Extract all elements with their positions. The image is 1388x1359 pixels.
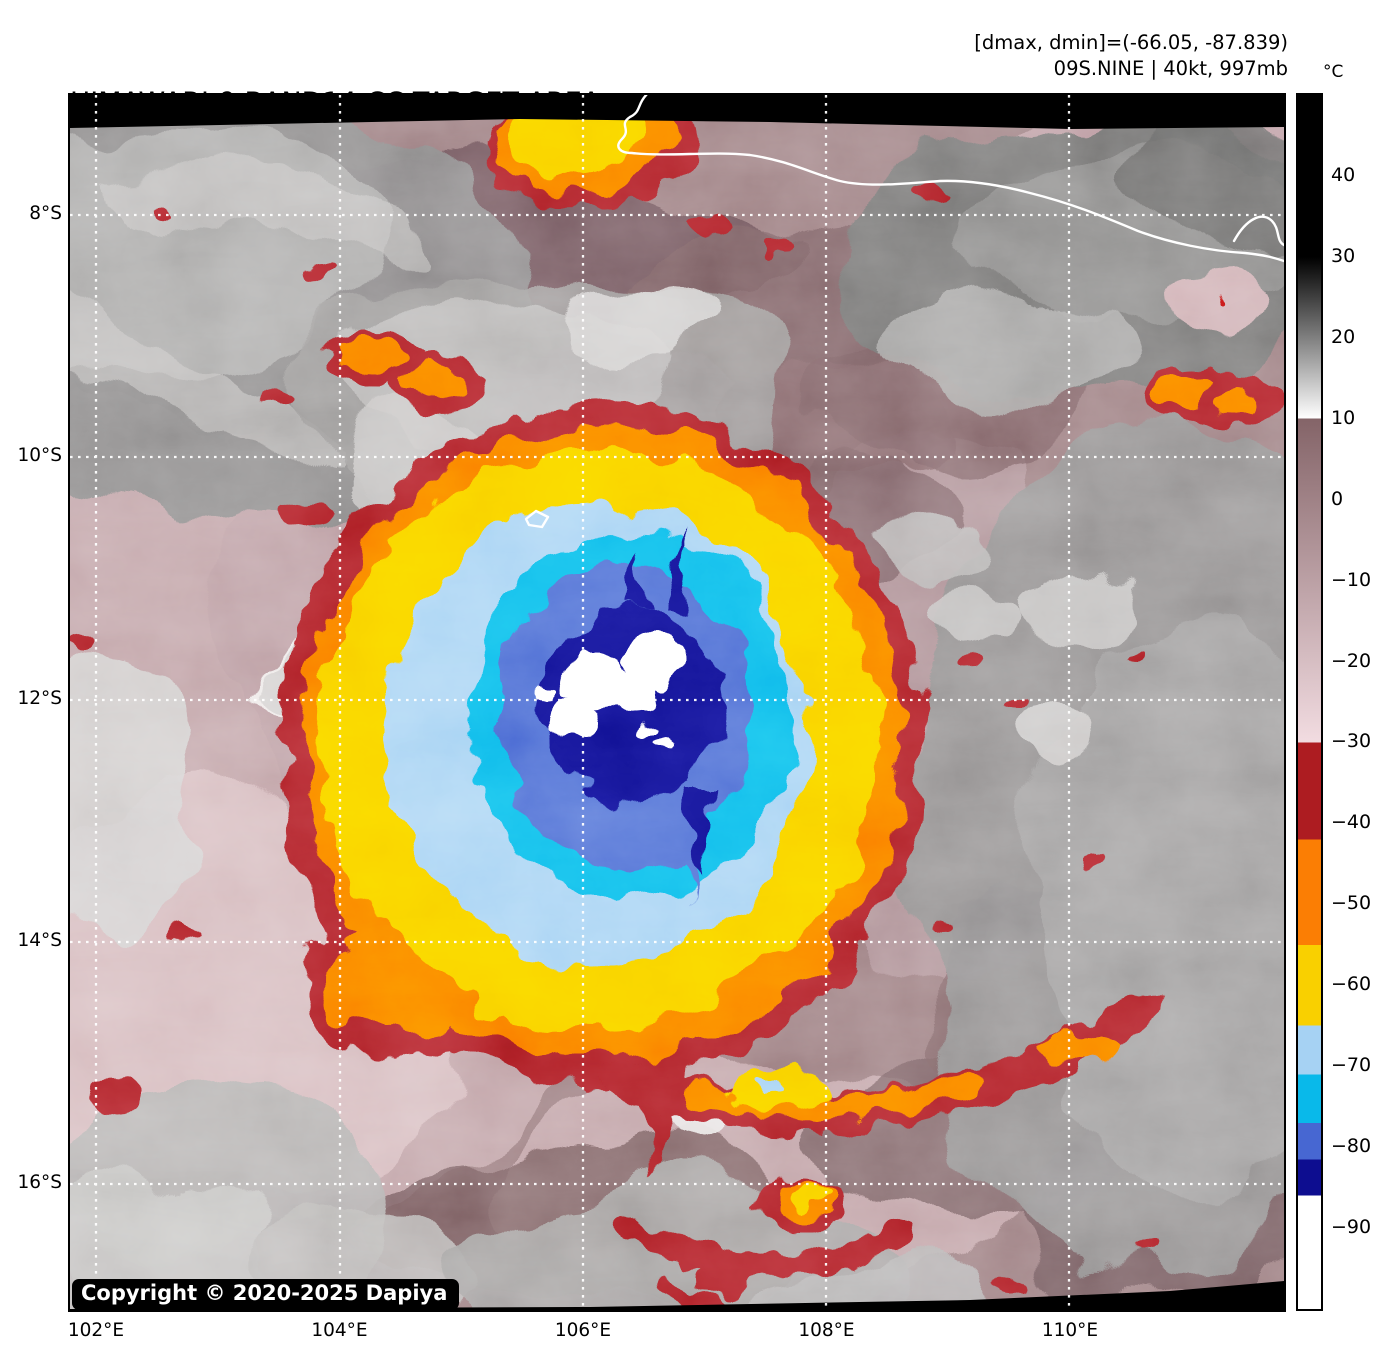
lat-tick-label: 8°S (29, 203, 62, 224)
colorbar-tick-label: 30 (1331, 244, 1356, 267)
colorbar-tick-label: −50 (1331, 892, 1372, 915)
cloud-streak-texture (70, 119, 1284, 1309)
lat-tick-label: 14°S (17, 929, 62, 951)
satellite-scene (70, 119, 1284, 1309)
temperature-colorbar (1296, 93, 1323, 1311)
storm-annotation: 09S.NINE | 40kt, 997mb (1053, 57, 1288, 80)
colorbar-tick-label: 10 (1331, 406, 1356, 429)
colorbar-tick-label: −90 (1331, 1216, 1372, 1239)
lat-tick-label: 16°S (17, 1172, 62, 1193)
island-outline (524, 509, 550, 529)
colorbar-tick-label: 0 (1331, 487, 1344, 510)
graticule-grid-lines (70, 95, 1284, 1310)
colorbar-tick-label: −80 (1331, 1135, 1372, 1158)
colorbar-tick-label: −60 (1331, 973, 1372, 996)
annotation-block: [dmax, dmin]=(-66.05, -87.839) 09S.NINE … (974, 30, 1288, 82)
colorbar-tick-label: −20 (1331, 649, 1372, 672)
lat-tick-label: 10°S (17, 445, 62, 467)
colorbar-tick-label: −40 (1331, 811, 1372, 834)
lon-tick-label: 108°E (798, 1320, 855, 1341)
extrema-annotation: [dmax, dmin]=(-66.05, -87.839) (974, 31, 1288, 54)
colorbar-tick-label: −70 (1331, 1054, 1372, 1077)
satellite-map-canvas (70, 95, 1284, 1310)
colorbar-tick-label: −10 (1331, 568, 1372, 591)
coastline (524, 95, 1284, 529)
colorbar-tick-label: 40 (1331, 163, 1356, 186)
lon-tick-label: 104°E (311, 1320, 368, 1341)
colorbar-tick-label: −30 (1331, 730, 1372, 753)
lon-tick-label: 110°E (1041, 1320, 1099, 1341)
lat-tick-label: 12°S (17, 687, 62, 709)
colorbar-unit-label: °C (1323, 62, 1344, 82)
map-frame: Copyright © 2020-2025 Dapiya (68, 93, 1286, 1312)
colorbar-tick-label: 20 (1331, 325, 1356, 348)
lon-tick-label: 102°E (67, 1320, 125, 1341)
lon-tick-label: 106°E (554, 1320, 612, 1341)
copyright-badge: Copyright © 2020-2025 Dapiya (72, 1279, 460, 1310)
